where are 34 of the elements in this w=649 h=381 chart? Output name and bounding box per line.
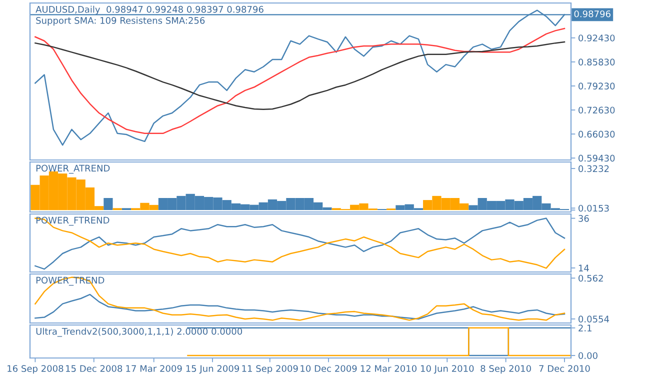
line-series	[34, 28, 566, 134]
x-tick-label: 7 Dec 2010	[539, 365, 590, 372]
y-tick-label: 0.59430	[578, 154, 615, 162]
bar	[104, 198, 113, 210]
x-tick-label: 10 Jun 2010	[420, 365, 474, 374]
y-tick-label: 0.66030	[578, 130, 615, 138]
x-tick-label: 11 Sep 2009	[242, 365, 298, 374]
y-tick-label: 0.72630	[578, 106, 615, 114]
y-tick-label: 0.562	[578, 274, 603, 282]
line-series	[34, 294, 566, 320]
chart-title: Ultra_Trendv2(500,3000,1,1,1) 2.0000 0.0000	[36, 328, 242, 337]
chart-title: AUDUSD,Daily 0.98947 0.99248 0.98397 0.98796	[36, 6, 264, 15]
x-tick-label: 15 Dec 2008	[66, 365, 122, 372]
y-tick-label: 0.0153	[578, 204, 609, 212]
y-tick-label: 0.92430	[578, 34, 615, 42]
x-tick-label: 16 Sep 2008	[8, 365, 64, 374]
x-tick-label: 15 Jun 2009	[186, 365, 240, 374]
y-tick-label: 14	[578, 264, 589, 272]
y-tick-label: 0.3232	[578, 165, 609, 172]
ref-line-label: 0.98796	[574, 10, 610, 18]
x-tick-label: 17 Mar 2009	[126, 365, 182, 372]
y-tick-label: 0.00	[578, 352, 598, 360]
x-tick-label: 10 Dec 2009	[300, 365, 357, 372]
y-tick-label: 0.0554	[578, 316, 610, 322]
line-series	[34, 276, 566, 321]
x-tick-label: 8 Sep 2010	[480, 365, 531, 374]
y-tick-label: 0.85830	[578, 58, 615, 66]
y-tick-label: 2.1	[578, 324, 592, 332]
x-tick-label: 12 Mar 2010	[360, 365, 417, 372]
y-tick-label: 0.79230	[578, 82, 615, 90]
y-tick-label: 36	[578, 215, 589, 222]
text: Support SMA: 109 Resistens SMA:256	[36, 16, 205, 26]
line-series	[34, 41, 566, 110]
chart-title: POWER_ATREND	[36, 164, 110, 174]
